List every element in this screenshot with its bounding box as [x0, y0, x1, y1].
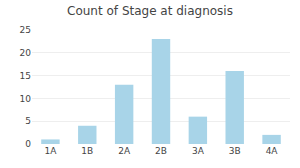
svg-text:4A: 4A	[266, 146, 279, 156]
svg-text:0: 0	[25, 139, 31, 149]
svg-text:3B: 3B	[229, 146, 241, 156]
svg-text:2A: 2A	[118, 146, 131, 156]
svg-text:20: 20	[20, 48, 32, 58]
svg-text:5: 5	[25, 116, 31, 126]
svg-text:1B: 1B	[81, 146, 93, 156]
svg-text:Count of Stage at diagnosis: Count of Stage at diagnosis	[67, 4, 233, 18]
svg-text:15: 15	[20, 71, 31, 81]
svg-text:1A: 1A	[44, 146, 57, 156]
svg-text:25: 25	[20, 25, 31, 35]
svg-text:2B: 2B	[155, 146, 167, 156]
svg-text:10: 10	[20, 94, 32, 104]
svg-text:3A: 3A	[192, 146, 205, 156]
